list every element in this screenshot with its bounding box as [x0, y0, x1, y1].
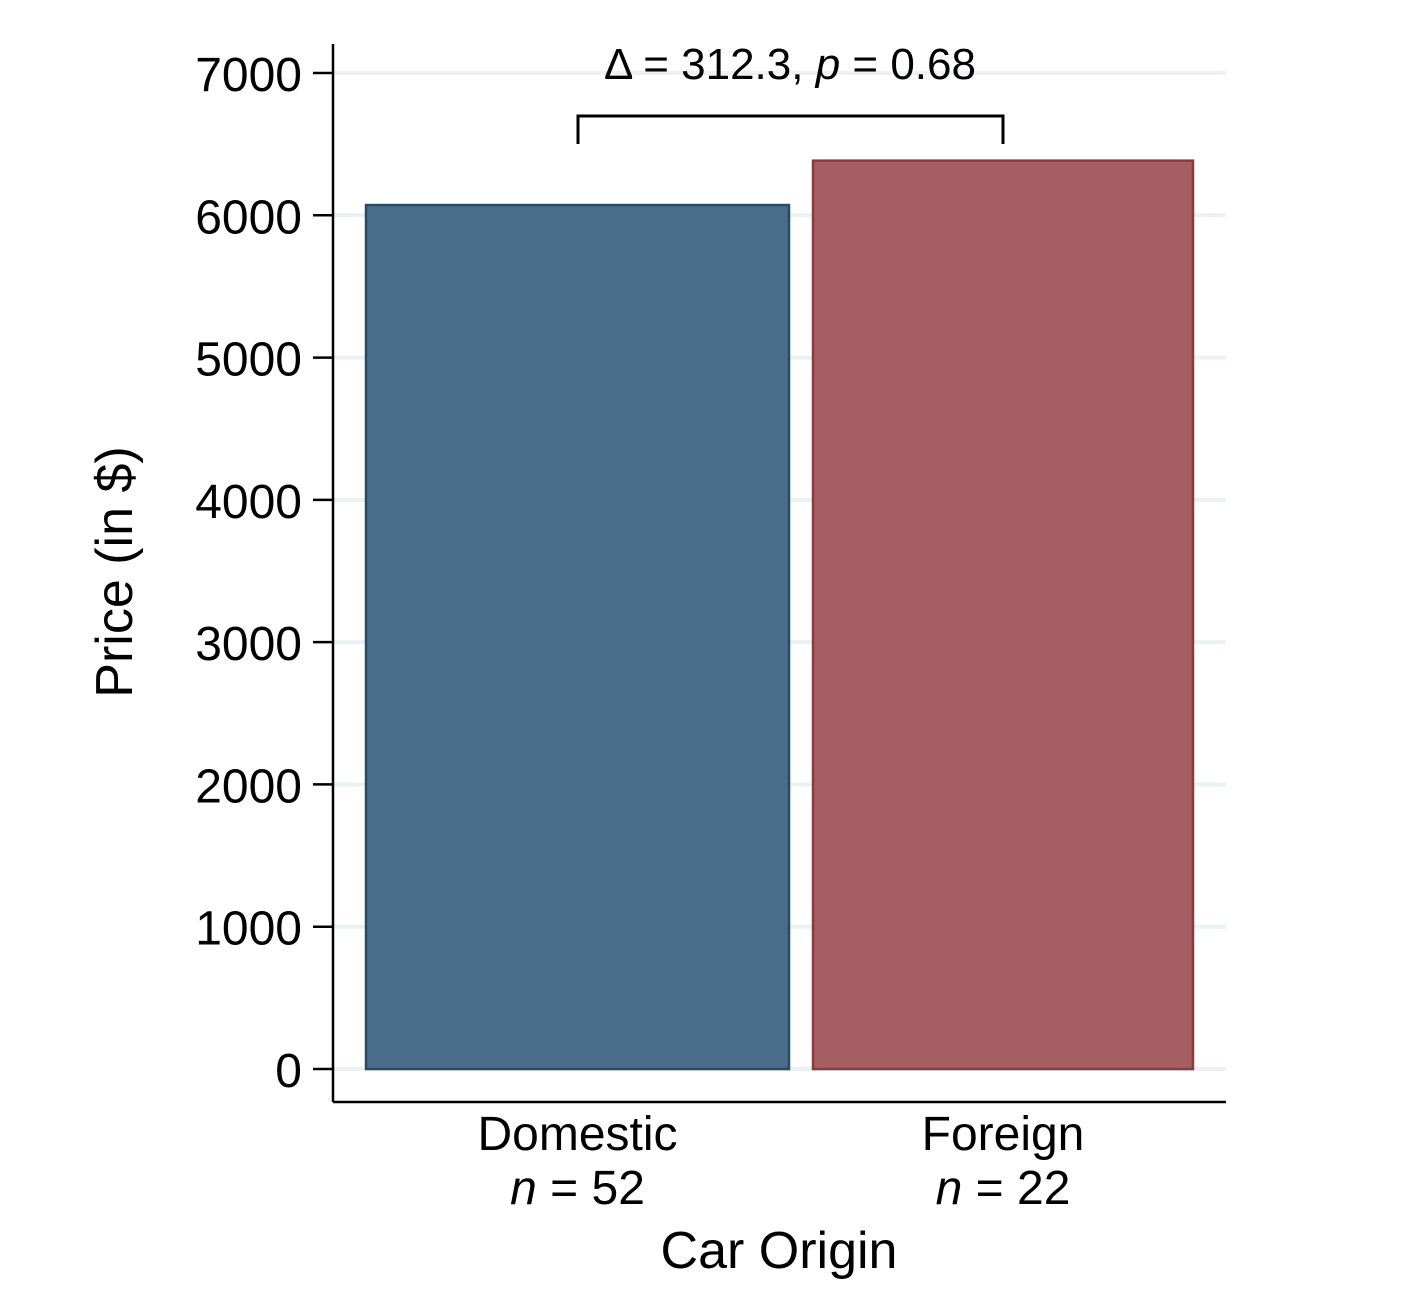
sample-size-label: n = 22 — [936, 1162, 1071, 1215]
y-tick-label: 2000 — [195, 760, 302, 813]
y-tick-label: 3000 — [195, 618, 302, 671]
bar-domestic — [364, 203, 791, 1071]
y-ticks: 0 1000 2000 3000 4000 5000 6000 7000 — [195, 49, 333, 1098]
significance-annotation: Δ = 312.3, p = 0.68 — [576, 40, 1005, 144]
x-axis-label: Car Origin — [661, 1222, 898, 1280]
x-tick-label: Domestic — [477, 1108, 677, 1161]
y-tick-label: 4000 — [195, 476, 302, 529]
bars — [364, 159, 1195, 1071]
y-axis-label: Price (in $) — [86, 446, 144, 697]
sample-size-label: n = 52 — [510, 1162, 645, 1215]
y-tick-label: 0 — [275, 1045, 302, 1098]
significance-label: Δ = 312.3, p = 0.68 — [604, 40, 976, 89]
significance-bracket — [576, 114, 1005, 144]
y-tick-label: 6000 — [195, 191, 302, 244]
y-tick-label: 5000 — [195, 334, 302, 387]
y-tick-label: 1000 — [195, 903, 302, 956]
bar-foreign — [811, 159, 1195, 1071]
x-tick-label: Foreign — [922, 1108, 1085, 1161]
y-tick-label: 7000 — [195, 49, 302, 102]
